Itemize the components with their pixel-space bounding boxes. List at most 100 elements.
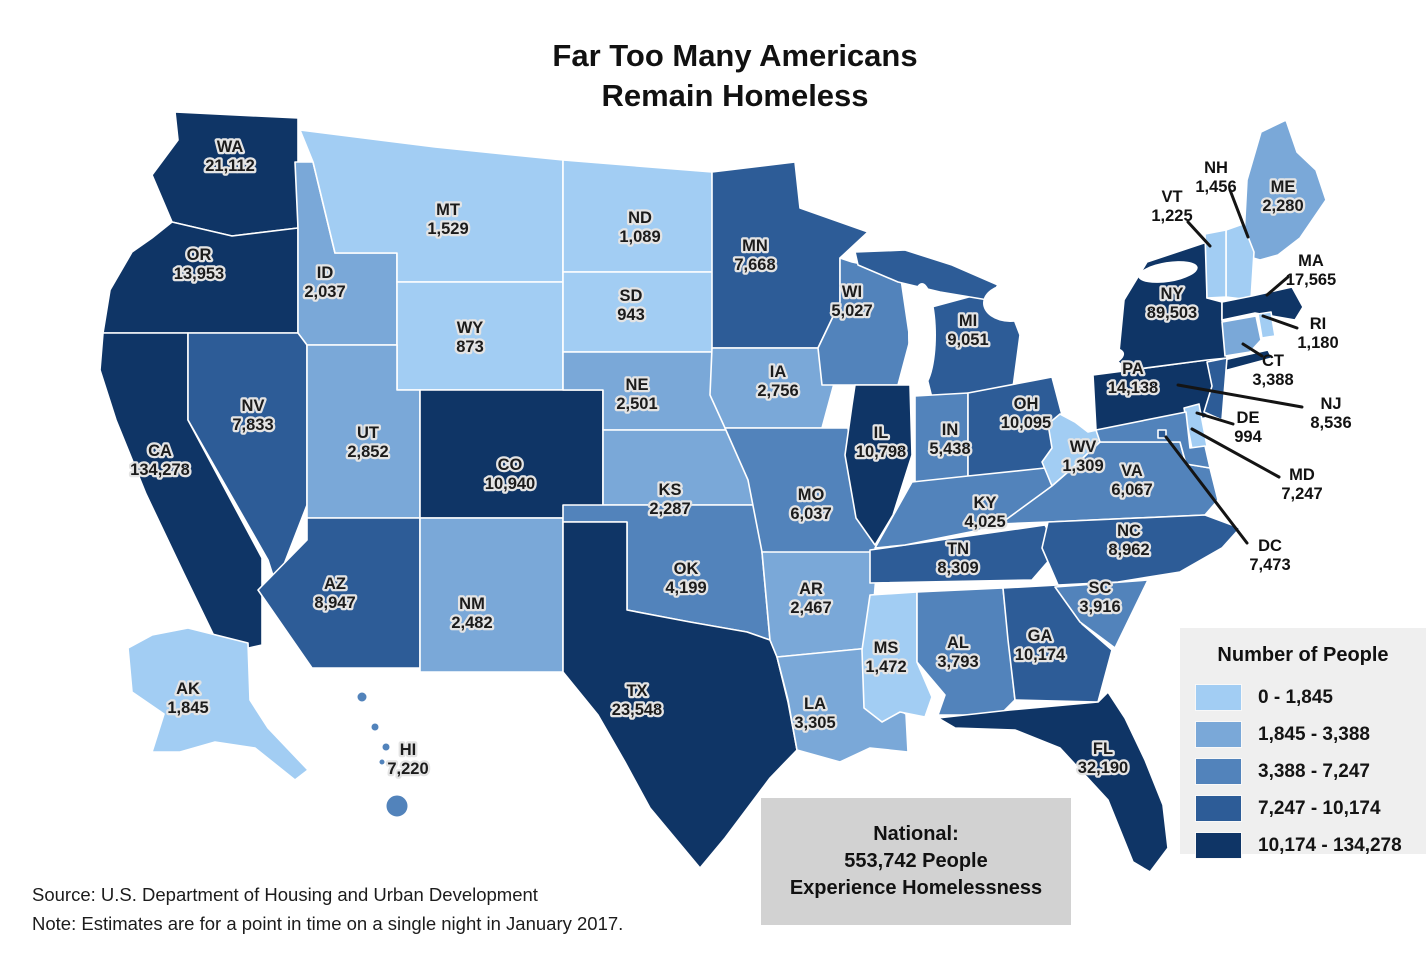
state-value-HI: 7,220 bbox=[387, 760, 428, 778]
state-label-WA: WA 21,112 bbox=[205, 138, 255, 175]
state-label-CO: CO 10,940 bbox=[485, 456, 535, 493]
state-abbr-WV: WV bbox=[1070, 438, 1097, 456]
state-label-NV: NV 7,833 bbox=[232, 397, 273, 434]
state-abbr-OR: OR bbox=[187, 246, 212, 264]
state-value-CO: 10,940 bbox=[485, 475, 535, 493]
state-shape-HI bbox=[385, 794, 409, 818]
state-abbr-PA: PA bbox=[1122, 360, 1144, 378]
state-label-RI: RI 1,180 bbox=[1297, 315, 1338, 352]
legend-row-5: 10,174 - 134,278 bbox=[1195, 827, 1426, 864]
states-layer bbox=[99, 111, 1327, 873]
state-value-SC: 3,916 bbox=[1079, 598, 1120, 616]
state-abbr-OK: OK bbox=[674, 560, 699, 578]
state-value-UT: 2,852 bbox=[347, 443, 388, 461]
state-abbr-WI: WI bbox=[842, 283, 862, 301]
state-abbr-MS: MS bbox=[874, 639, 899, 657]
state-label-PA: PA 14,138 bbox=[1108, 360, 1158, 397]
legend-row-3: 3,388 - 7,247 bbox=[1195, 753, 1426, 790]
national-line3: Experience Homelessness bbox=[789, 877, 1043, 899]
state-label-SD: SD 943 bbox=[617, 287, 645, 324]
legend-title: Number of People bbox=[1217, 644, 1389, 666]
state-value-DE: 994 bbox=[1234, 428, 1262, 446]
national-line1: National: bbox=[873, 823, 959, 845]
state-label-VA: VA 6,067 bbox=[1111, 462, 1152, 499]
state-NC bbox=[1041, 514, 1241, 586]
state-value-TN: 8,309 bbox=[937, 559, 978, 577]
note-line: Note: Estimates are for a point in time … bbox=[32, 913, 624, 934]
state-shape-MA bbox=[1221, 286, 1304, 321]
state-value-NY: 89,503 bbox=[1147, 304, 1197, 322]
state-abbr-MA: MA bbox=[1298, 252, 1324, 270]
state-value-AR: 2,467 bbox=[790, 599, 831, 617]
legend-swatch-5 bbox=[1195, 832, 1242, 859]
legend-row-4: 7,247 - 10,174 bbox=[1195, 790, 1426, 827]
state-label-ND: ND 1,089 bbox=[619, 209, 660, 246]
state-abbr-ND: ND bbox=[628, 209, 652, 227]
state-abbr-NC: NC bbox=[1117, 522, 1141, 540]
callout-line-NJ bbox=[1176, 383, 1304, 409]
legend-row-1: 0 - 1,845 bbox=[1195, 679, 1426, 716]
state-abbr-IN: IN bbox=[942, 421, 959, 439]
state-value-VT: 1,225 bbox=[1151, 207, 1192, 225]
state-abbr-NH: NH bbox=[1204, 159, 1228, 177]
state-label-CA: CA 134,278 bbox=[130, 442, 190, 479]
state-shape-NM bbox=[419, 517, 564, 673]
legend-label-4: 7,247 - 10,174 bbox=[1258, 797, 1381, 819]
legend-label-2: 1,845 - 3,388 bbox=[1258, 723, 1370, 745]
state-shape-FL bbox=[937, 691, 1169, 873]
state-NM bbox=[419, 517, 564, 673]
state-value-MO: 6,037 bbox=[790, 505, 831, 523]
state-label-CT: CT 3,388 bbox=[1252, 352, 1293, 389]
state-label-AK: AK 1,845 bbox=[167, 680, 208, 717]
state-abbr-WA: WA bbox=[217, 138, 244, 156]
source-note: Source: U.S. Department of Housing and U… bbox=[32, 880, 623, 938]
state-label-WI: WI 5,027 bbox=[831, 283, 872, 320]
state-abbr-LA: LA bbox=[804, 695, 826, 713]
state-label-OH: OH 10,095 bbox=[1001, 395, 1051, 432]
state-MA bbox=[1221, 286, 1304, 321]
state-abbr-OH: OH bbox=[1014, 395, 1039, 413]
state-label-DC: DC 7,473 bbox=[1249, 537, 1290, 574]
state-value-GA: 10,174 bbox=[1015, 646, 1066, 664]
state-abbr-UT: UT bbox=[357, 424, 379, 442]
state-IL bbox=[844, 384, 913, 546]
state-abbr-DE: DE bbox=[1237, 409, 1260, 427]
state-abbr-NE: NE bbox=[626, 376, 649, 394]
state-label-AL: AL 3,793 bbox=[937, 634, 978, 671]
legend-rows: 0 - 1,845 1,845 - 3,388 3,388 - 7,247 7,247… bbox=[1195, 679, 1426, 864]
state-label-NM: NM 2,482 bbox=[451, 595, 492, 632]
state-value-RI: 1,180 bbox=[1297, 334, 1338, 352]
state-value-KS: 2,287 bbox=[649, 500, 690, 518]
state-value-MA: 17,565 bbox=[1286, 271, 1336, 289]
page-title: Far Too Many Americans Remain Homeless bbox=[400, 36, 1070, 116]
state-value-NJ: 8,536 bbox=[1310, 414, 1351, 432]
state-value-IN: 5,438 bbox=[929, 440, 970, 458]
state-abbr-NY: NY bbox=[1161, 285, 1184, 303]
state-value-WA: 21,112 bbox=[205, 157, 255, 175]
state-shape-CT bbox=[1221, 315, 1262, 357]
national-line2: 553,742 People bbox=[844, 850, 988, 872]
state-abbr-HI: HI bbox=[400, 741, 417, 759]
state-abbr-TN: TN bbox=[947, 540, 969, 558]
state-value-PA: 14,138 bbox=[1108, 379, 1158, 397]
state-label-OK: OK 4,199 bbox=[665, 560, 706, 597]
state-value-WV: 1,309 bbox=[1062, 457, 1103, 475]
lake-ontario bbox=[1138, 261, 1198, 283]
state-value-AL: 3,793 bbox=[937, 653, 978, 671]
state-TN bbox=[869, 524, 1059, 584]
state-VT bbox=[1204, 229, 1227, 299]
state-abbr-NV: NV bbox=[242, 397, 265, 415]
state-abbr-AZ: AZ bbox=[324, 575, 346, 593]
source-line: Source: U.S. Department of Housing and U… bbox=[32, 884, 538, 905]
state-value-ID: 2,037 bbox=[304, 283, 345, 301]
state-label-ME: ME 2,280 bbox=[1262, 178, 1303, 215]
state-abbr-MN: MN bbox=[742, 237, 768, 255]
lake-huron bbox=[983, 284, 1037, 322]
state-abbr-SD: SD bbox=[620, 287, 643, 305]
state-shape-HI bbox=[356, 691, 368, 703]
state-abbr-NJ: NJ bbox=[1320, 395, 1341, 413]
state-abbr-TX: TX bbox=[626, 682, 647, 700]
state-label-IN: IN 5,438 bbox=[929, 421, 970, 458]
state-value-VA: 6,067 bbox=[1111, 481, 1152, 499]
